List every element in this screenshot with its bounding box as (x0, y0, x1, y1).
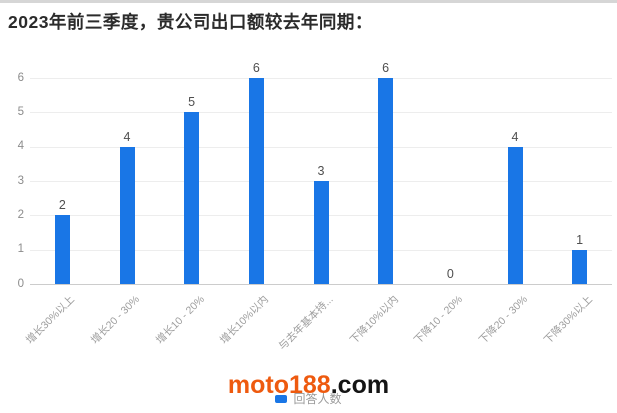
x-axis-line (30, 284, 612, 285)
gridline (30, 146, 612, 148)
bar-value-label: 1 (576, 232, 584, 247)
watermark-brand: moto188 (227, 371, 331, 399)
gridline (30, 78, 612, 79)
bar-value-label: 6 (382, 61, 390, 75)
bar (378, 78, 394, 284)
chart-title: 2023年前三季度，贵公司出口额较去年同期： (8, 12, 373, 32)
x-tick-label: 下降10 - 20% (412, 293, 466, 347)
bar-value-label: 3 (317, 164, 325, 178)
bar-value-label: 6 (252, 61, 260, 75)
bar (248, 78, 264, 284)
bar-value-label: 4 (511, 129, 519, 144)
x-tick-label: 增长20 - 30% (88, 293, 142, 347)
x-tick-label: 下降10%以内 (347, 293, 401, 347)
x-tick-label: 增长10 - 20% (153, 293, 207, 347)
watermark: moto188.com (0, 371, 617, 399)
bar (54, 215, 70, 284)
y-tick-label: 3 (17, 174, 24, 187)
legend-marker-icon (275, 395, 288, 403)
y-tick-label: 1 (17, 243, 24, 256)
bar (572, 249, 588, 284)
bar-value-label: 2 (58, 198, 66, 213)
bar (119, 146, 135, 284)
x-tick-label: 增长10%以内 (218, 293, 272, 347)
x-tick-label: 增长30%以上 (24, 293, 78, 347)
x-tick-label: 下降30%以上 (541, 293, 595, 347)
y-tick-label: 2 (17, 208, 24, 221)
x-tick-label: 与去年基本持... (276, 293, 336, 353)
bar (313, 181, 329, 284)
y-tick-label: 5 (17, 105, 24, 118)
bar-value-label: 0 (446, 267, 454, 281)
bar (184, 112, 200, 284)
x-tick-label: 下降20 - 30% (476, 293, 530, 347)
bar-value-label: 4 (123, 129, 131, 144)
y-tick-label: 4 (17, 140, 24, 153)
legend-label: 回答人数 (293, 392, 342, 406)
y-tick-label: 6 (17, 71, 24, 84)
bar (507, 146, 523, 284)
y-tick-label: 0 (17, 277, 24, 290)
top-border (0, 0, 617, 3)
legend-item[interactable]: 回答人数 (0, 393, 617, 405)
gridline (30, 112, 612, 114)
watermark-suffix: .com (330, 371, 390, 399)
bar-value-label: 5 (188, 95, 196, 110)
